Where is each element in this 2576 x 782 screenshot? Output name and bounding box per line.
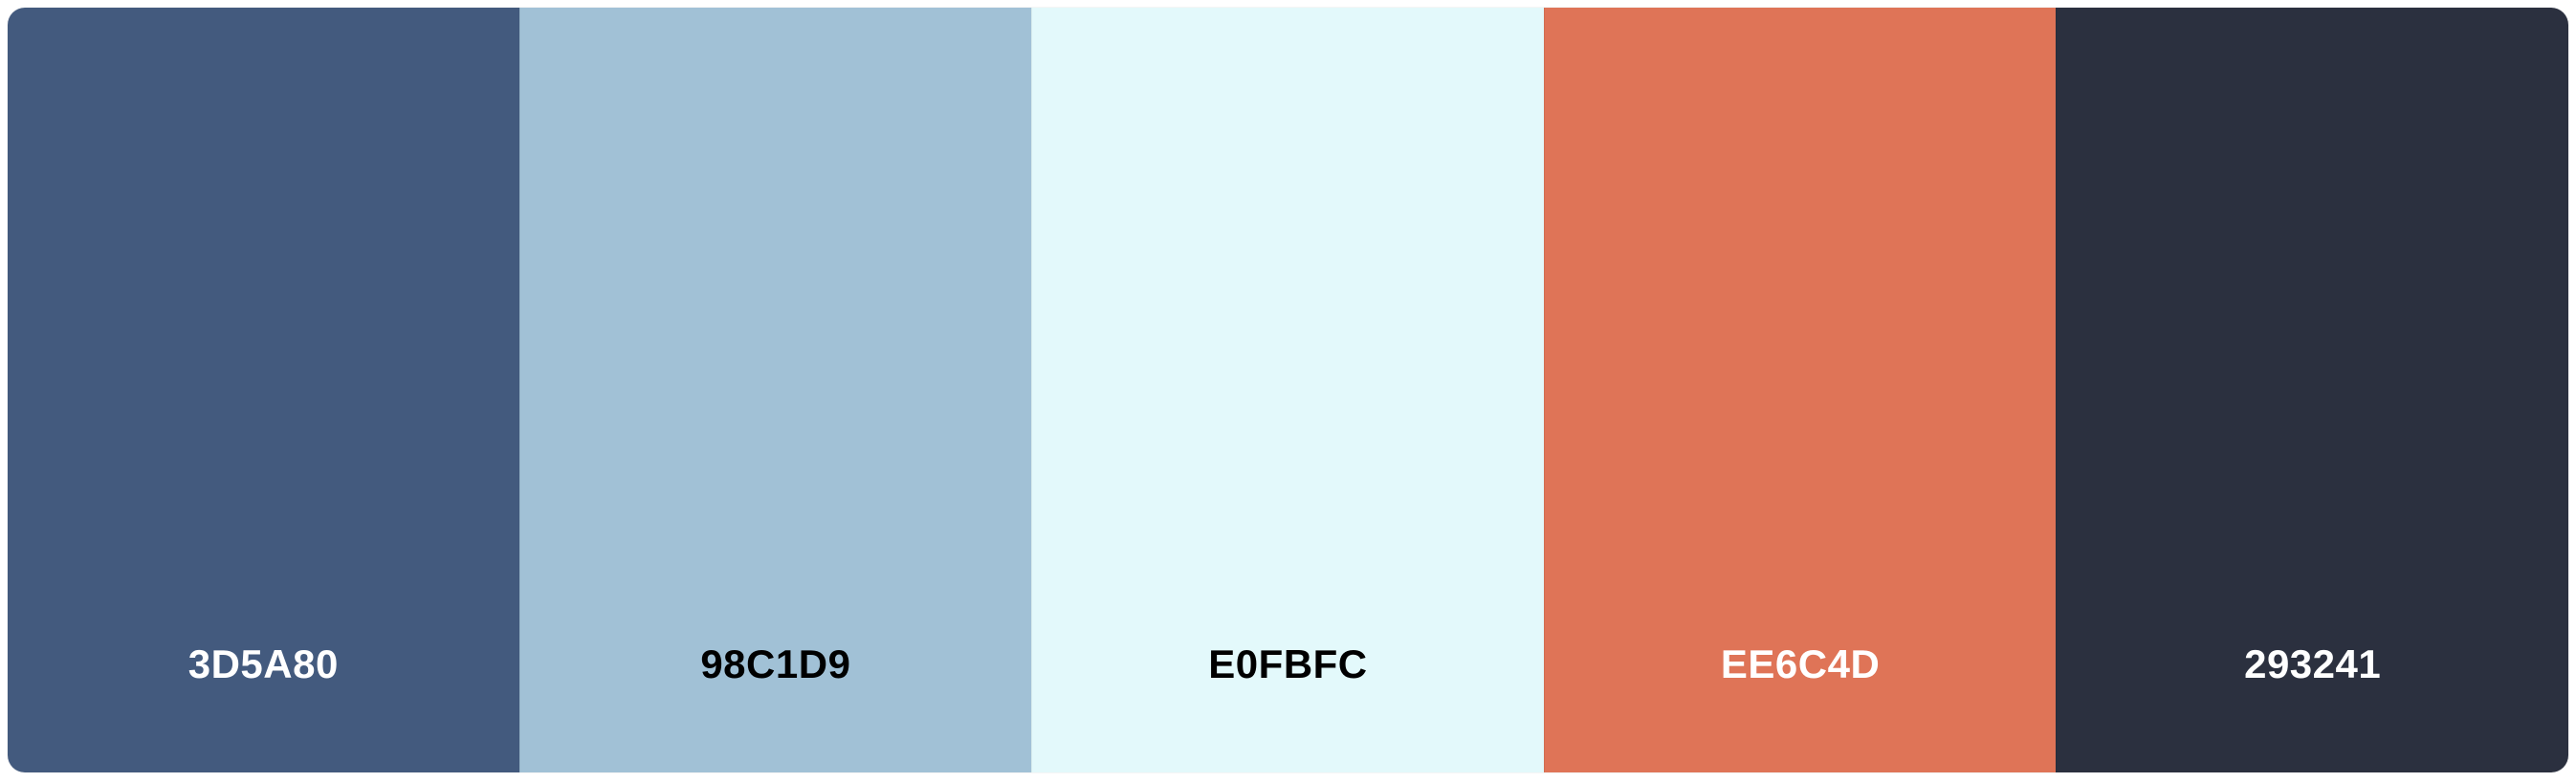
color-swatch-4[interactable]: EE6C4D	[1543, 8, 2057, 772]
color-swatch-5[interactable]: 293241	[2056, 8, 2568, 772]
hex-code-label: 293241	[2244, 641, 2382, 686]
color-palette: 3D5A80 98C1D9 E0FBFC EE6C4D 293241	[8, 8, 2568, 772]
hex-code-label: EE6C4D	[1720, 641, 1881, 686]
color-swatch-2[interactable]: 98C1D9	[518, 8, 1032, 772]
color-swatch-3[interactable]: E0FBFC	[1031, 8, 1544, 772]
color-swatch-1[interactable]: 3D5A80	[8, 8, 519, 772]
hex-code-label: 98C1D9	[700, 641, 851, 686]
hex-code-label: E0FBFC	[1208, 641, 1368, 686]
hex-code-label: 3D5A80	[187, 641, 339, 686]
